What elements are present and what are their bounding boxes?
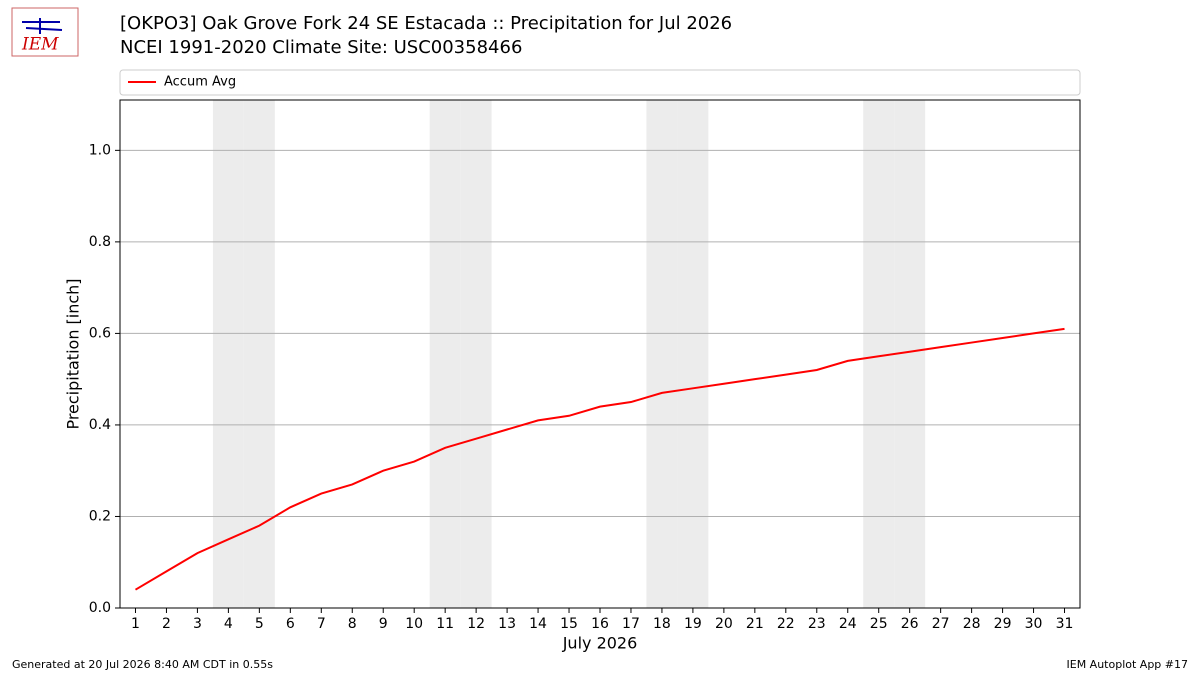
x-tick-label: 19 [684,616,702,632]
x-tick-label: 6 [286,616,295,632]
footer-left: Generated at 20 Jul 2026 8:40 AM CDT in … [12,658,273,671]
weekend-band [677,100,709,608]
chart-subtitle: NCEI 1991-2020 Climate Site: USC00358466 [120,37,522,58]
legend-label: Accum Avg [164,75,236,90]
x-tick-label: 13 [498,616,516,632]
x-tick-label: 18 [653,616,671,632]
x-tick-label: 26 [901,616,919,632]
legend-box [119,69,1081,96]
x-tick-label: 5 [255,616,264,632]
x-tick-label: 12 [467,616,485,632]
y-tick-label: 0.4 [89,417,111,433]
chart-title: [OKPO3] Oak Grove Fork 24 SE Estacada ::… [120,13,732,34]
y-tick-label: 0.8 [89,234,111,250]
weekend-band [212,100,244,608]
x-tick-label: 31 [1056,616,1074,632]
logo-icon [22,18,63,34]
y-tick-label: 0.2 [89,508,111,524]
weekend-band [460,100,492,608]
x-tick-label: 27 [932,616,950,632]
x-tick-label: 14 [529,616,547,632]
x-tick-label: 10 [405,616,423,632]
weekend-band [243,100,275,608]
x-tick-label: 25 [870,616,888,632]
y-axis-label: Precipitation [inch] [64,278,83,429]
x-tick-label: 1 [131,616,140,632]
x-tick-label: 21 [746,616,764,632]
x-tick-label: 16 [591,616,609,632]
footer-right: IEM Autoplot App #17 [1067,658,1189,671]
x-tick-label: 7 [317,616,326,632]
logo-frame [11,7,79,57]
logo-text: IEM [21,35,59,55]
x-tick-label: 15 [560,616,578,632]
x-tick-label: 24 [839,616,857,632]
x-tick-label: 17 [622,616,640,632]
x-axis-label: July 2026 [562,634,638,653]
x-tick-label: 11 [436,616,454,632]
x-tick-label: 23 [808,616,826,632]
x-tick-label: 29 [994,616,1012,632]
weekend-band [429,100,461,608]
x-tick-label: 20 [715,616,733,632]
plot-frame [119,99,1081,609]
y-tick-label: 0.6 [89,325,111,341]
y-tick-label: 1.0 [89,142,111,158]
x-tick-label: 3 [193,616,202,632]
weekend-band [646,100,678,608]
x-tick-label: 22 [777,616,795,632]
x-tick-label: 2 [162,616,171,632]
y-tick-label: 0.0 [89,600,111,616]
line-series [134,327,1065,591]
x-tick-label: 8 [348,616,357,632]
x-tick-label: 4 [224,616,233,632]
x-tick-label: 30 [1025,616,1043,632]
x-tick-label: 28 [963,616,981,632]
x-tick-label: 9 [379,616,388,632]
